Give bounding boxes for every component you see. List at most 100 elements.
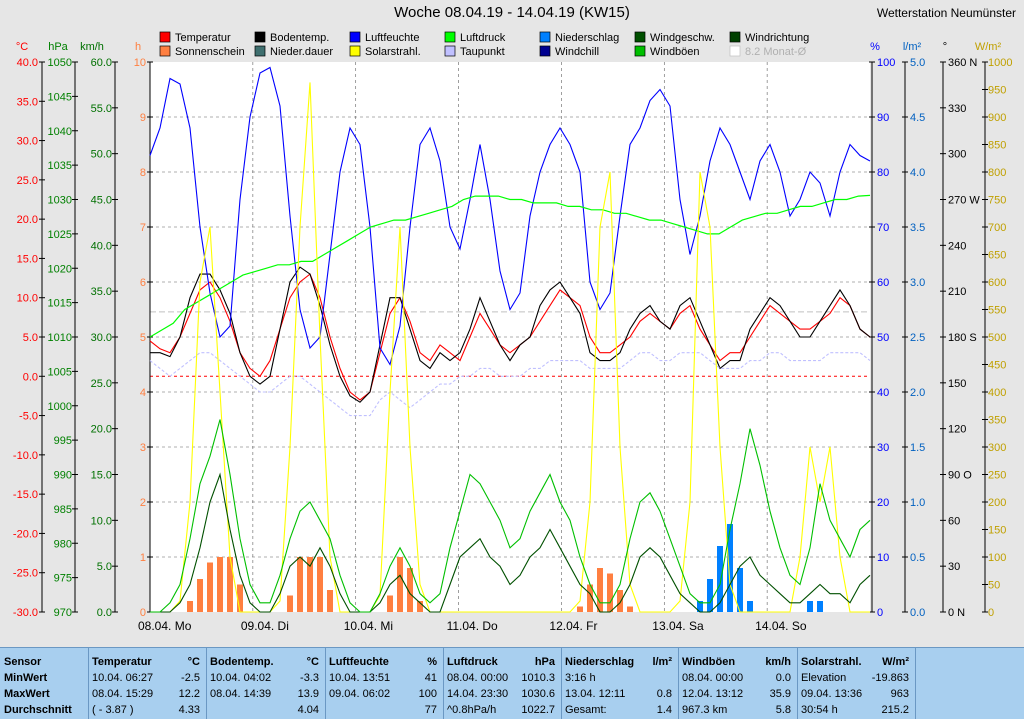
bar-sunshine (617, 590, 623, 612)
legend-swatch (540, 32, 550, 42)
tick-label-solar: 950 (988, 85, 1006, 97)
tick-label-pressure: 1050 (48, 57, 72, 69)
legend-label: Niederschlag (555, 32, 619, 44)
tick-label-wind: 35.0 (91, 286, 112, 298)
tick-label-pressure: 1035 (48, 160, 72, 172)
stats-block-header: Temperatur °C (92, 654, 200, 670)
stats-block: Windböen km/h 08.04. 00:00 0.0 12.04. 13:12 3… (678, 648, 798, 719)
tick-label-temp: 0.0 (23, 371, 38, 383)
bar-sunshine (327, 590, 333, 612)
stats-cell-value: 963 (891, 686, 909, 702)
tick-label-pressure: 1025 (48, 229, 72, 241)
stats-cell-label: Gesamt: (565, 704, 607, 716)
stats-row: 14.04. 23:30 1030.6 (447, 686, 555, 702)
legend-label: Windrichtung (745, 32, 809, 44)
legend-label: Windböen (650, 46, 700, 58)
x-tick-label: 09.04. Di (241, 619, 289, 633)
tick-label-wind: 60.0 (91, 57, 112, 69)
stats-cell-label: Elevation (801, 672, 846, 684)
stats-block-unit: °C (188, 654, 200, 670)
stats-row: 08.04. 00:00 1010.3 (447, 670, 555, 686)
stats-cell-value: 4.04 (298, 702, 319, 718)
stats-cell-value: 1022.7 (521, 702, 555, 718)
x-tick-label: 13.04. Sa (652, 619, 704, 633)
stats-cell-label: 08.04. 15:29 (92, 688, 153, 700)
bar-sunshine (217, 557, 223, 612)
bar-precipitation (707, 579, 713, 612)
tick-label-direction: 90 O (948, 470, 972, 482)
legend-swatch (445, 46, 455, 56)
stats-cell-label: 09.04. 13:36 (801, 688, 862, 700)
tick-label-wind: 0.0 (97, 607, 112, 619)
legend-swatch (730, 46, 740, 56)
bar-sunshine (627, 607, 633, 613)
legend-swatch (445, 32, 455, 42)
tick-label-solar: 750 (988, 195, 1006, 207)
legend-label: Taupunkt (460, 46, 505, 58)
bar-sunshine (297, 557, 303, 612)
legend-label: Windchill (555, 46, 599, 58)
tick-label-precip: 0.0 (910, 607, 925, 619)
tick-label-direction: 150 (948, 378, 966, 390)
tick-label-pressure: 975 (54, 573, 72, 585)
stats-row: ^0.8hPa/h 1022.7 (447, 702, 555, 718)
tick-label-direction: 300 (948, 149, 966, 161)
axis-unit-direction: ° (943, 41, 947, 53)
tick-label-temp: -25.0 (13, 568, 38, 580)
legend-label: 8.2 Monat-Ø (745, 46, 807, 58)
tick-label-humidity: 0 (877, 607, 883, 619)
tick-label-direction: 0 N (948, 607, 965, 619)
stats-block: Bodentemp. °C 10.04. 04:02 -3.3 08.04. 14:39… (206, 648, 326, 719)
tick-label-hours: 10 (134, 57, 146, 69)
stats-cell-label: ( - 3.87 ) (92, 704, 134, 716)
legend-swatch (160, 32, 170, 42)
stats-cell-label: 13.04. 12:11 (565, 688, 625, 700)
stats-cell-label: 30:54 h (801, 704, 838, 716)
legend-swatch (540, 46, 550, 56)
tick-label-precip: 3.5 (910, 222, 925, 234)
stats-row: 09.04. 13:36 963 (801, 686, 909, 702)
tick-label-humidity: 80 (877, 167, 889, 179)
stats-cell-value: 5.8 (776, 702, 791, 718)
stats-row: 12.04. 13:12 35.9 (682, 686, 791, 702)
stats-row: 10.04. 06:27 -2.5 (92, 670, 200, 686)
tick-label-temp: 15.0 (17, 253, 38, 265)
tick-label-temp: 30.0 (17, 136, 38, 148)
stats-row: 77 (329, 702, 437, 718)
bar-sunshine (397, 557, 403, 612)
stats-row: 13.04. 12:11 0.8 (565, 686, 672, 702)
tick-label-hours: 8 (140, 167, 146, 179)
stats-cell-value: 4.33 (179, 702, 200, 718)
tick-label-pressure: 995 (54, 435, 72, 447)
tick-label-hours: 3 (140, 442, 146, 454)
stats-block-unit: °C (307, 654, 319, 670)
tick-label-solar: 800 (988, 167, 1006, 179)
tick-label-solar: 600 (988, 277, 1006, 289)
stats-cell-value: 0.8 (657, 686, 672, 702)
axis-unit-precip: l/m² (903, 41, 922, 53)
tick-label-solar: 50 (988, 580, 1000, 592)
tick-label-solar: 350 (988, 415, 1006, 427)
legend-label: Bodentemp. (270, 32, 329, 44)
tick-label-wind: 25.0 (91, 378, 112, 390)
bar-sunshine (607, 574, 613, 613)
stats-cell-label: 3:16 h (565, 672, 596, 684)
tick-label-precip: 1.5 (910, 442, 925, 454)
stats-row: 08.04. 00:00 0.0 (682, 670, 791, 686)
stats-block-header: Solarstrahl. W/m² (801, 654, 909, 670)
bar-sunshine (187, 601, 193, 612)
tick-label-direction: 330 (948, 103, 966, 115)
stats-labels: Sensor MinWert MaxWert Durchschnitt (0, 648, 89, 719)
legend-label: Luftdruck (460, 32, 506, 44)
stats-cell-label: 10.04. 13:51 (329, 672, 390, 684)
tick-label-direction: 60 (948, 515, 960, 527)
stats-row-label: Sensor (4, 654, 82, 670)
axis-unit-pressure: hPa (48, 41, 68, 53)
x-tick-label: 14.04. So (755, 619, 807, 633)
tick-label-solar: 0 (988, 607, 994, 619)
tick-label-direction: 180 S (948, 332, 977, 344)
stats-panel: Sensor MinWert MaxWert Durchschnitt Temperat… (0, 647, 1024, 719)
tick-label-precip: 1.0 (910, 497, 925, 509)
stats-row: 10.04. 13:51 41 (329, 670, 437, 686)
stats-block-unit: hPa (535, 654, 555, 670)
